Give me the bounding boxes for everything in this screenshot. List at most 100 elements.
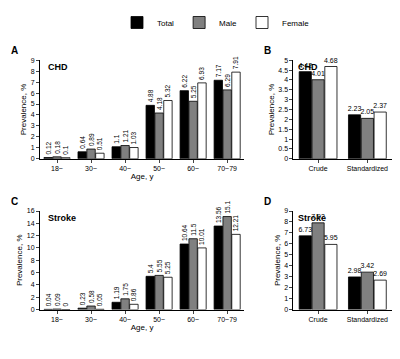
svg-text:15.1: 15.1 bbox=[224, 201, 231, 214]
svg-text:18~: 18~ bbox=[51, 165, 63, 172]
svg-text:18~: 18~ bbox=[51, 316, 63, 323]
svg-text:B: B bbox=[264, 45, 271, 56]
svg-text:Standardized: Standardized bbox=[347, 316, 388, 323]
svg-text:0.04: 0.04 bbox=[45, 293, 52, 306]
svg-text:4.88: 4.88 bbox=[147, 89, 154, 102]
svg-text:0.12: 0.12 bbox=[45, 141, 52, 154]
svg-text:3: 3 bbox=[31, 122, 35, 129]
svg-text:12: 12 bbox=[27, 232, 35, 239]
svg-text:7.91: 7.91 bbox=[232, 56, 239, 69]
svg-text:3.42: 3.42 bbox=[360, 262, 374, 269]
svg-text:Standardized: Standardized bbox=[347, 165, 388, 172]
svg-text:0: 0 bbox=[31, 306, 35, 313]
svg-text:0: 0 bbox=[284, 306, 288, 313]
svg-text:Prevalence, %: Prevalence, % bbox=[19, 84, 28, 136]
svg-text:1.19: 1.19 bbox=[113, 286, 120, 299]
svg-text:CHD: CHD bbox=[298, 62, 318, 72]
svg-text:5.25: 5.25 bbox=[190, 85, 197, 98]
svg-text:5.32: 5.32 bbox=[164, 84, 171, 97]
svg-text:5.55: 5.55 bbox=[156, 259, 163, 272]
svg-text:10: 10 bbox=[27, 244, 35, 251]
svg-text:30~: 30~ bbox=[85, 316, 97, 323]
svg-text:8: 8 bbox=[31, 257, 35, 264]
svg-text:14: 14 bbox=[27, 220, 35, 227]
svg-text:5: 5 bbox=[284, 57, 288, 64]
svg-text:4: 4 bbox=[31, 281, 35, 288]
svg-text:Stroke: Stroke bbox=[48, 213, 76, 223]
svg-text:2: 2 bbox=[31, 294, 35, 301]
svg-text:4.42: 4.42 bbox=[298, 62, 312, 69]
svg-text:1.21: 1.21 bbox=[122, 130, 129, 143]
svg-text:Age, y: Age, y bbox=[131, 323, 154, 332]
svg-text:0.1: 0.1 bbox=[62, 145, 69, 154]
svg-text:4: 4 bbox=[31, 111, 35, 118]
svg-text:0: 0 bbox=[31, 155, 35, 162]
svg-text:3: 3 bbox=[284, 273, 288, 280]
svg-text:0.05: 0.05 bbox=[96, 293, 103, 306]
svg-text:1.03: 1.03 bbox=[130, 131, 137, 144]
svg-text:Total: Total bbox=[157, 19, 174, 28]
svg-text:30~: 30~ bbox=[85, 165, 97, 172]
svg-text:Age, y: Age, y bbox=[131, 172, 154, 181]
svg-text:1: 1 bbox=[284, 295, 288, 302]
svg-text:Prevalence, %: Prevalence, % bbox=[267, 84, 276, 136]
svg-text:4.01: 4.01 bbox=[311, 70, 325, 77]
svg-text:2: 2 bbox=[284, 284, 288, 291]
svg-text:Female: Female bbox=[282, 19, 309, 28]
svg-text:5.25: 5.25 bbox=[164, 261, 171, 274]
svg-text:7: 7 bbox=[284, 229, 288, 236]
svg-text:5: 5 bbox=[31, 100, 35, 107]
svg-text:0.5: 0.5 bbox=[278, 145, 288, 152]
svg-text:6: 6 bbox=[31, 90, 35, 97]
svg-text:6.29: 6.29 bbox=[224, 74, 231, 87]
svg-text:0.64: 0.64 bbox=[79, 136, 86, 149]
svg-text:0.51: 0.51 bbox=[96, 137, 103, 150]
svg-text:6: 6 bbox=[31, 269, 35, 276]
svg-text:Prevalence, %: Prevalence, % bbox=[16, 235, 25, 287]
svg-text:7.17: 7.17 bbox=[215, 64, 222, 77]
svg-text:6.73: 6.73 bbox=[298, 226, 312, 233]
svg-text:Prevalence, %: Prevalence, % bbox=[273, 235, 282, 287]
svg-text:1.5: 1.5 bbox=[278, 126, 288, 133]
svg-text:40~: 40~ bbox=[119, 165, 131, 172]
svg-text:0.58: 0.58 bbox=[88, 290, 95, 303]
svg-text:10.64: 10.64 bbox=[181, 224, 188, 241]
svg-text:0.89: 0.89 bbox=[88, 133, 95, 146]
svg-text:0: 0 bbox=[62, 303, 69, 307]
svg-text:2.37: 2.37 bbox=[373, 102, 387, 109]
svg-text:0.86: 0.86 bbox=[130, 288, 137, 301]
svg-text:60~: 60~ bbox=[187, 165, 199, 172]
svg-text:5.4: 5.4 bbox=[147, 264, 154, 273]
svg-text:2.05: 2.05 bbox=[360, 108, 374, 115]
svg-text:0.18: 0.18 bbox=[54, 141, 61, 154]
svg-text:2.98: 2.98 bbox=[348, 267, 362, 274]
svg-text:4.68: 4.68 bbox=[324, 57, 338, 64]
svg-text:4: 4 bbox=[284, 262, 288, 269]
svg-text:4: 4 bbox=[284, 76, 288, 83]
svg-text:2.23: 2.23 bbox=[348, 105, 362, 112]
svg-text:5: 5 bbox=[284, 251, 288, 258]
svg-text:2.5: 2.5 bbox=[278, 106, 288, 113]
svg-text:12.21: 12.21 bbox=[232, 215, 239, 232]
svg-text:CHD: CHD bbox=[48, 62, 68, 72]
svg-text:70~79: 70~79 bbox=[217, 165, 237, 172]
svg-text:7.92: 7.92 bbox=[311, 213, 325, 220]
svg-text:70~79: 70~79 bbox=[217, 316, 237, 323]
svg-text:C: C bbox=[11, 196, 18, 207]
svg-text:Crude: Crude bbox=[309, 165, 328, 172]
svg-text:2: 2 bbox=[31, 133, 35, 140]
svg-text:3.5: 3.5 bbox=[278, 86, 288, 93]
svg-text:1: 1 bbox=[284, 136, 288, 143]
svg-text:9: 9 bbox=[31, 57, 35, 64]
svg-text:2.69: 2.69 bbox=[373, 270, 387, 277]
svg-text:6: 6 bbox=[284, 240, 288, 247]
svg-text:0.09: 0.09 bbox=[54, 293, 61, 306]
svg-text:16: 16 bbox=[27, 207, 35, 214]
svg-text:13.56: 13.56 bbox=[215, 206, 222, 223]
svg-text:8: 8 bbox=[31, 68, 35, 75]
svg-text:1.75: 1.75 bbox=[122, 283, 129, 296]
svg-text:5.95: 5.95 bbox=[324, 234, 338, 241]
svg-text:2: 2 bbox=[284, 116, 288, 123]
svg-text:9: 9 bbox=[284, 207, 288, 214]
svg-text:4.5: 4.5 bbox=[278, 67, 288, 74]
